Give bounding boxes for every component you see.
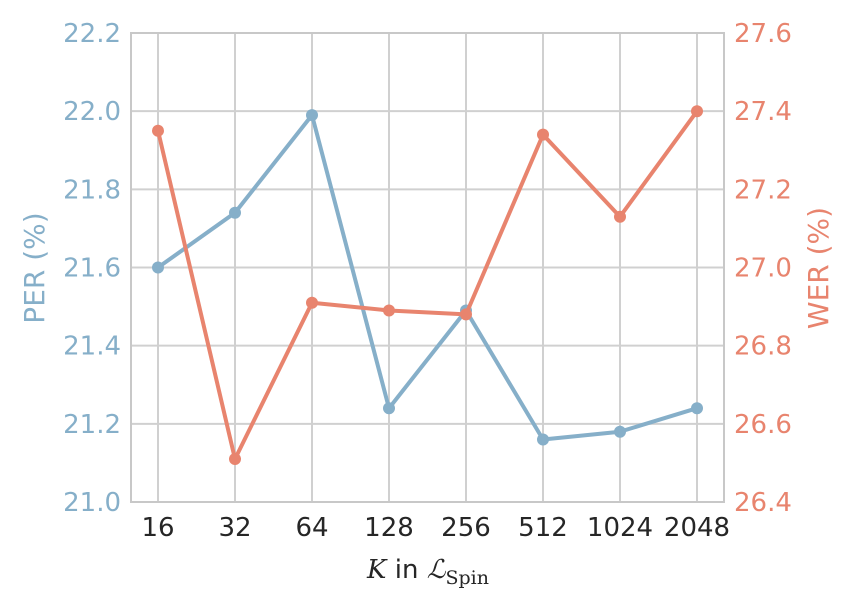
left-y-tick-3: 21.6 [63, 254, 121, 284]
data-point-left-128 [383, 402, 395, 415]
left-y-axis-label: PER (%) [18, 212, 51, 323]
plot-frame [130, 32, 725, 503]
left-y-tick-4: 21.8 [63, 175, 121, 205]
data-point-left-16 [152, 261, 164, 274]
x-tick-16: 16 [141, 513, 174, 543]
x-tick-1024: 1024 [587, 513, 653, 543]
right-y-tick-2: 26.8 [734, 332, 792, 362]
right-y-tick-1: 26.6 [734, 410, 792, 440]
x-tick-2048: 2048 [664, 513, 730, 543]
x-tick-labels: 16 32 64 128 256 512 1024 2048 [141, 513, 730, 543]
data-point-right-1024 [614, 210, 626, 223]
data-point-left-2048 [691, 402, 703, 415]
left-y-tick-6: 22.2 [63, 19, 121, 49]
series-layer [152, 105, 703, 465]
x-axis-label-script: ℒ [427, 555, 447, 585]
right-y-tick-3: 27.0 [734, 254, 792, 284]
data-point-right-16 [152, 124, 164, 137]
right-y-axis-label: WER (%) [802, 207, 835, 329]
right-y-tick-4: 27.2 [734, 175, 792, 205]
x-tick-256: 256 [441, 513, 491, 543]
right-y-tick-0: 26.4 [734, 488, 792, 518]
series-line-left [156, 113, 699, 442]
x-tick-512: 512 [518, 513, 568, 543]
x-tick-128: 128 [364, 513, 414, 543]
series-line-right [156, 109, 699, 461]
data-point-right-32 [229, 453, 241, 465]
data-point-left-64 [306, 109, 318, 122]
data-point-right-256 [460, 308, 472, 321]
grid-lines [131, 32, 724, 503]
data-point-right-2048 [691, 105, 703, 118]
x-axis-label-subscript: Spin [445, 567, 489, 589]
left-y-tick-0: 21.0 [63, 488, 121, 518]
data-point-left-512 [537, 433, 549, 446]
x-tick-64: 64 [295, 513, 328, 543]
data-point-left-32 [229, 206, 241, 219]
x-tick-32: 32 [218, 513, 251, 543]
right-y-tick-labels: 26.4 26.6 26.8 27.0 27.2 27.4 27.6 [734, 19, 792, 518]
left-y-tick-labels: 21.0 21.2 21.4 21.6 21.8 22.0 22.2 [63, 19, 121, 518]
data-point-right-64 [306, 296, 318, 309]
right-y-tick-6: 27.6 [734, 19, 792, 49]
data-point-right-128 [383, 304, 395, 317]
x-axis-label-variable: K [366, 555, 388, 585]
data-point-right-512 [537, 128, 549, 141]
left-y-tick-2: 21.4 [63, 332, 121, 362]
x-axis-label: K in ℒSpin [366, 555, 489, 589]
right-y-tick-5: 27.4 [734, 97, 792, 127]
data-point-left-1024 [614, 425, 626, 438]
left-y-tick-1: 21.2 [63, 410, 121, 440]
x-axis-label-word: in [395, 555, 419, 585]
left-y-tick-5: 22.0 [63, 97, 121, 127]
